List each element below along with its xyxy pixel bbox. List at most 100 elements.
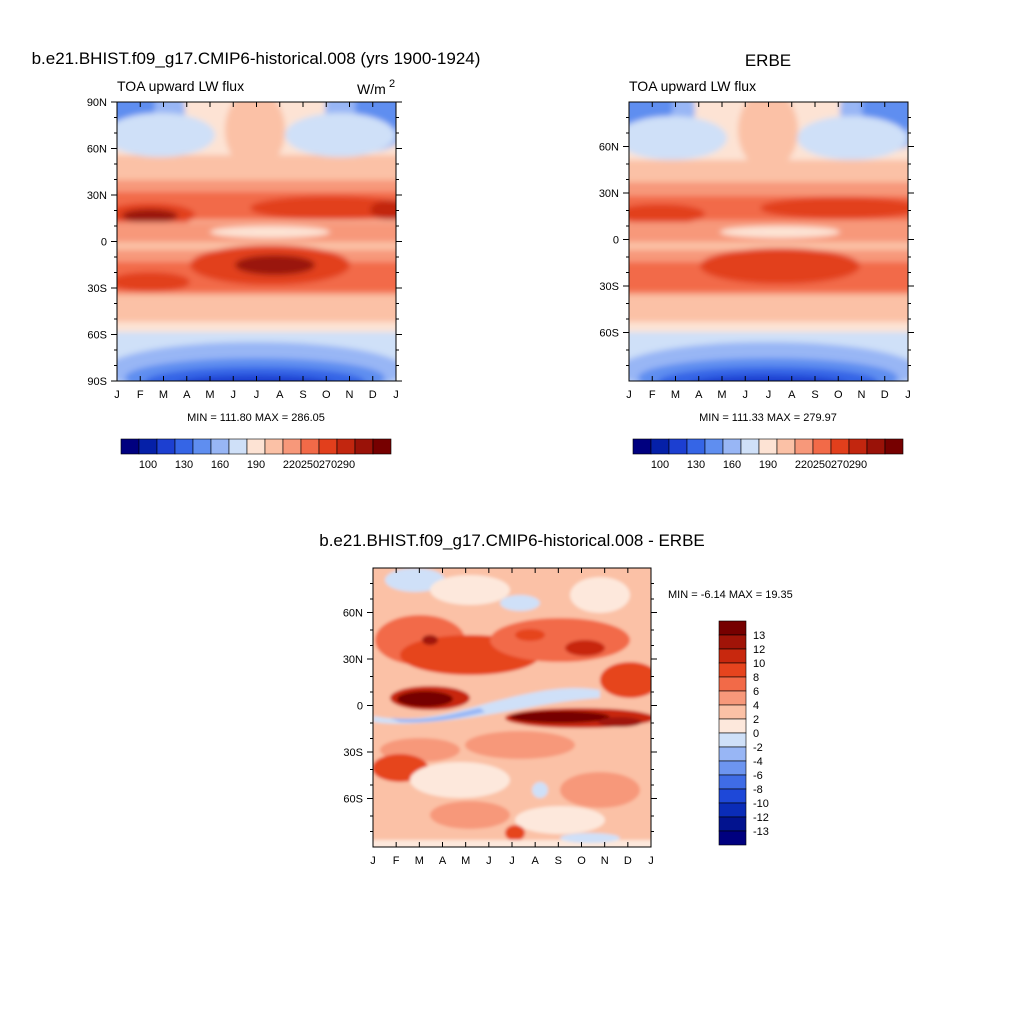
colorbar-label: 2	[753, 714, 759, 726]
colorbar-box	[718, 690, 747, 706]
y-tick-label: 60S	[343, 794, 363, 806]
panel1-units-superscript: 2	[389, 78, 395, 90]
colorbar-label: 290	[337, 459, 355, 471]
colorbar-box	[718, 760, 747, 776]
colorbar-box	[776, 438, 796, 455]
x-tick-label: A	[183, 389, 191, 401]
colorbar-box	[156, 438, 176, 455]
y-tick-label: 30N	[87, 190, 107, 202]
panel2-variable-label: TOA upward LW flux	[629, 78, 756, 94]
colorbar-box	[246, 438, 266, 455]
colorbar-label: 290	[849, 459, 867, 471]
y-tick-label: 30N	[343, 654, 363, 666]
x-tick-label: J	[509, 855, 515, 867]
colorbar-box	[718, 620, 747, 636]
colorbar-box	[718, 774, 747, 790]
x-tick-label: S	[555, 855, 562, 867]
colorbar-box	[758, 438, 778, 455]
x-tick-label: D	[881, 389, 889, 401]
colorbar-box	[718, 732, 747, 748]
x-tick-label: O	[834, 389, 843, 401]
y-tick-label: 30N	[599, 188, 619, 200]
colorbar-label: 10	[753, 658, 765, 670]
colorbar-box	[718, 746, 747, 762]
x-tick-label: O	[577, 855, 586, 867]
colorbar-box	[848, 438, 868, 455]
colorbar-box	[812, 438, 832, 455]
x-tick-label: A	[788, 389, 796, 401]
x-tick-label: F	[649, 389, 656, 401]
colorbar-box	[718, 816, 747, 832]
colorbar: 100 130 160 190 220 250 270 290	[120, 438, 392, 471]
x-tick-label: A	[531, 855, 539, 867]
x-tick-label: M	[461, 855, 470, 867]
x-tick-label: M	[671, 389, 680, 401]
colorbar-vertical: 13 12 10 8 6 4 2 0 -2 -4 -6 -8 -10 -12 -13	[718, 620, 769, 846]
y-tick-label: 30S	[599, 281, 619, 293]
x-tick-label: J	[231, 389, 237, 401]
colorbar-box	[336, 438, 356, 455]
colorbar-box	[722, 438, 742, 455]
colorbar-box	[718, 662, 747, 678]
colorbar-box	[668, 438, 688, 455]
x-tick-label: A	[695, 389, 703, 401]
panel1-title: b.e21.BHIST.f09_g17.CMIP6-historical.008…	[32, 49, 481, 68]
colorbar-label: 8	[753, 672, 759, 684]
x-tick-label: N	[346, 389, 354, 401]
colorbar-label: -10	[753, 798, 769, 810]
colorbar-label: 130	[687, 459, 705, 471]
y-tick-label: 60N	[343, 608, 363, 620]
x-tick-label: J	[743, 389, 749, 401]
colorbar-box	[354, 438, 374, 455]
x-tick-label: J	[766, 389, 772, 401]
colorbar-label: 100	[139, 459, 157, 471]
colorbar-box	[372, 438, 392, 455]
x-tick-label: M	[159, 389, 168, 401]
x-tick-label: M	[717, 389, 726, 401]
colorbar-box	[650, 438, 670, 455]
colorbar-label: 13	[753, 630, 765, 642]
y-tick-label: 90S	[87, 376, 107, 388]
colorbar-label: -2	[753, 742, 763, 754]
colorbar-label: 12	[753, 644, 765, 656]
colorbar-box	[884, 438, 904, 455]
panel3-title: b.e21.BHIST.f09_g17.CMIP6-historical.008…	[319, 531, 705, 550]
panel1-field	[117, 102, 396, 381]
y-tick-label: 30S	[87, 283, 107, 295]
colorbar-label: 160	[723, 459, 741, 471]
colorbar-label: 250	[813, 459, 831, 471]
x-tick-label: D	[369, 389, 377, 401]
colorbar-label: 250	[301, 459, 319, 471]
colorbar-label: 4	[753, 700, 759, 712]
x-tick-label: J	[114, 389, 120, 401]
colorbar-label: -12	[753, 812, 769, 824]
x-tick-label: S	[811, 389, 818, 401]
colorbar-label: 100	[651, 459, 669, 471]
colorbar-box	[174, 438, 194, 455]
panel2-title: ERBE	[745, 51, 791, 70]
colorbar-box	[138, 438, 158, 455]
panel2-stats: MIN = 111.33 MAX = 279.97	[699, 412, 837, 424]
colorbar-box	[120, 438, 140, 455]
colorbar-label: 0	[753, 728, 759, 740]
colorbar-box	[192, 438, 212, 455]
y-tick-label: 0	[101, 237, 107, 249]
panel1-variable-label: TOA upward LW flux	[117, 78, 244, 94]
colorbar-box	[300, 438, 320, 455]
colorbar-box	[718, 718, 747, 734]
x-tick-label: J	[486, 855, 492, 867]
x-tick-label: M	[205, 389, 214, 401]
axes-frame: J F M A M J J A S O N D J 60N 30N 0 30S 60S	[343, 567, 657, 867]
colorbar: 100 130 160 190 220 250 270 290	[632, 438, 904, 471]
colorbar-box	[704, 438, 724, 455]
colorbar-label: -4	[753, 756, 763, 768]
x-tick-label: J	[370, 855, 376, 867]
colorbar-box	[264, 438, 284, 455]
colorbar-box	[282, 438, 302, 455]
panel1-units-label: W/m	[357, 81, 386, 97]
colorbar-label: 270	[319, 459, 337, 471]
colorbar-label: -8	[753, 784, 763, 796]
colorbar-box	[718, 830, 747, 846]
y-tick-label: 90N	[87, 97, 107, 109]
colorbar-box	[866, 438, 886, 455]
